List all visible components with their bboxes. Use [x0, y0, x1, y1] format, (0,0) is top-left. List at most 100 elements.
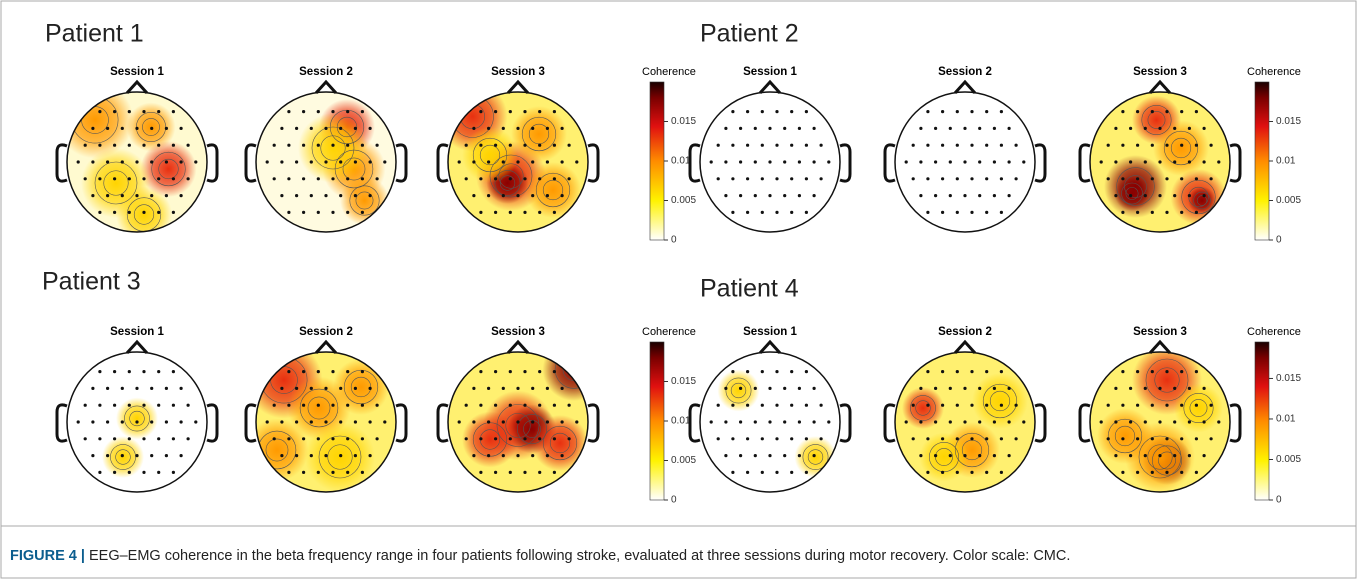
electrode [316, 210, 320, 214]
electrode [120, 160, 124, 164]
electrode [812, 194, 816, 198]
contour [489, 154, 533, 198]
electrode [538, 437, 542, 441]
electrode [150, 386, 154, 390]
electrode [120, 420, 124, 424]
electrode [775, 370, 779, 374]
contour [349, 185, 380, 216]
electrode [970, 143, 974, 147]
electrode [1136, 210, 1140, 214]
electrode [739, 194, 743, 198]
electrode [127, 143, 131, 147]
electrode [1106, 177, 1110, 181]
electrode [768, 194, 772, 198]
colorbar-tick-label: 0.005 [1276, 454, 1301, 465]
electrode [804, 210, 809, 214]
electrode [179, 194, 183, 198]
electrode [464, 177, 468, 181]
head-map [55, 79, 219, 233]
electrode [955, 110, 959, 114]
electrode [1114, 386, 1118, 390]
electrode [545, 160, 550, 164]
colorbar-tick-label: 0 [671, 235, 677, 246]
electrode [963, 126, 967, 130]
session-title: Session 3 [491, 66, 545, 78]
electrode [934, 160, 938, 164]
electrode [926, 403, 930, 407]
contour [129, 410, 145, 427]
electrode [978, 160, 982, 164]
coherence-blob [525, 162, 581, 218]
electrode [272, 403, 276, 407]
contour [910, 395, 936, 421]
electrode [494, 143, 498, 147]
electrode [295, 420, 299, 424]
electrode [508, 210, 512, 214]
electrode [955, 437, 959, 441]
electrode [91, 160, 95, 164]
electrode [479, 110, 483, 114]
colorbar-tick-label: 0.005 [1276, 195, 1301, 206]
electrode [494, 437, 498, 441]
electrode [1173, 454, 1177, 458]
electrode [970, 177, 974, 181]
colorbar-tick-label: 0 [671, 495, 677, 506]
electrode [472, 194, 476, 198]
electrode [746, 110, 750, 114]
electrode [797, 126, 802, 130]
electrode [1180, 470, 1184, 474]
colorbar-tick-label: 0.015 [671, 116, 696, 127]
nose [125, 79, 149, 95]
electrode [731, 470, 735, 474]
electrode [316, 143, 320, 147]
electrode [783, 126, 787, 130]
colorbar-label: Coherence [642, 66, 696, 78]
electrode [494, 210, 498, 214]
electrode [280, 386, 284, 390]
electrode [142, 210, 146, 214]
electrode [753, 420, 757, 424]
electrode [797, 194, 802, 198]
contour [1189, 399, 1208, 417]
electrode [157, 143, 161, 147]
electrode [383, 420, 387, 424]
electrode [948, 454, 952, 458]
electrode [1129, 386, 1133, 390]
electrode [1007, 160, 1011, 164]
electrode [142, 370, 146, 374]
ear [1034, 143, 1047, 183]
electrode [790, 403, 794, 407]
session-title: Session 2 [299, 66, 353, 78]
electrode [346, 110, 350, 114]
electrode [567, 177, 571, 181]
electrode [508, 470, 512, 474]
colorbar-tick-label: 0 [1276, 235, 1282, 246]
electrode [472, 386, 476, 390]
electrode [538, 403, 542, 407]
electrode [955, 210, 959, 214]
electrode [560, 420, 564, 424]
electrode [724, 126, 728, 130]
contour [343, 369, 379, 405]
contour [1147, 444, 1173, 470]
electrode [324, 160, 328, 164]
electrode [1129, 194, 1133, 198]
electrode [1136, 437, 1140, 441]
electrode [83, 437, 87, 441]
electrode [331, 210, 335, 214]
contour [982, 383, 1018, 419]
electrode [545, 420, 550, 424]
electrode [970, 437, 974, 441]
electrode [941, 110, 945, 114]
colorbar-tick-label: 0.005 [671, 455, 696, 466]
electrode [746, 177, 750, 181]
contour [1145, 358, 1189, 402]
contour [115, 449, 131, 465]
electrode [1209, 143, 1213, 147]
electrode [760, 210, 764, 214]
electrode [775, 210, 779, 214]
contour [336, 116, 358, 138]
colorbar-tick-label: 0.01 [1276, 156, 1296, 167]
electrode [135, 160, 139, 164]
